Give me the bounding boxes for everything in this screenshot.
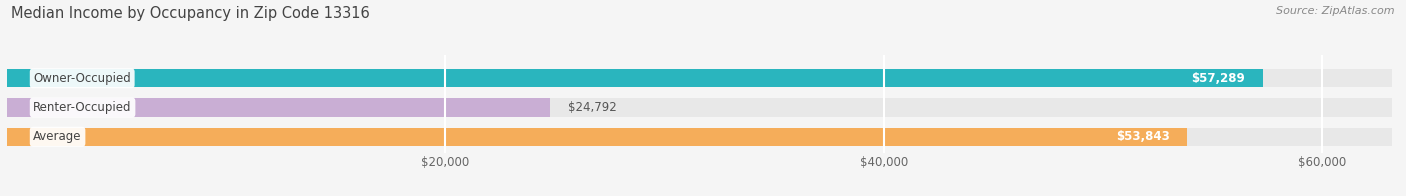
Bar [7,69,1263,87]
Text: $57,289: $57,289 [1191,72,1246,85]
Text: $24,792: $24,792 [568,101,617,114]
Text: Owner-Occupied: Owner-Occupied [34,72,131,85]
Text: Median Income by Occupancy in Zip Code 13316: Median Income by Occupancy in Zip Code 1… [11,6,370,21]
Text: Source: ZipAtlas.com: Source: ZipAtlas.com [1277,6,1395,16]
Text: $53,843: $53,843 [1116,130,1170,143]
Bar [7,69,1392,87]
Text: Renter-Occupied: Renter-Occupied [34,101,132,114]
Text: Average: Average [34,130,82,143]
Bar [7,128,1392,146]
Bar [7,128,1187,146]
Bar [7,98,1392,117]
Bar [7,98,551,117]
